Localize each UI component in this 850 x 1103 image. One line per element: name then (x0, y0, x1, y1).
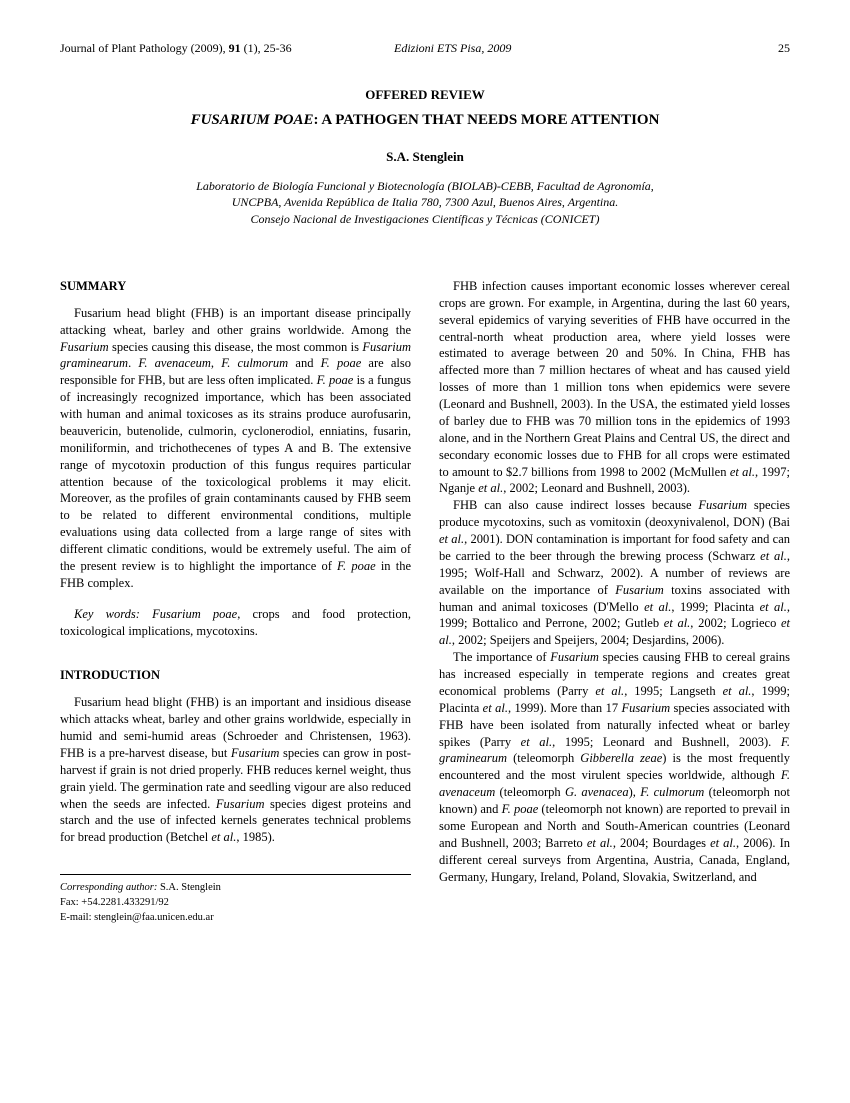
affiliation-line-3: Consejo Nacional de Investigaciones Cien… (60, 211, 790, 228)
title-species: FUSARIUM POAE (191, 112, 314, 128)
corr-label: Corresponding author: (60, 882, 157, 893)
review-type-label: OFFERED REVIEW (60, 86, 790, 104)
corr-name: S.A. Stenglein (157, 882, 221, 893)
title-rest: : A PATHOGEN THAT NEEDS MORE ATTENTION (314, 112, 660, 128)
journal-name: Journal of Plant Pathology (2009), (60, 41, 229, 55)
col2-paragraph-2: FHB can also cause indirect losses becau… (439, 497, 790, 649)
issue-pages: (1), 25-36 (241, 41, 292, 55)
publisher: Edizioni ETS Pisa, 2009 (394, 40, 778, 56)
running-header: Journal of Plant Pathology (2009), 91 (1… (60, 40, 790, 56)
col2-paragraph-3: The importance of Fusarium species causi… (439, 649, 790, 885)
page-number: 25 (778, 40, 790, 56)
summary-paragraph: Fusarium head blight (FHB) is an importa… (60, 305, 411, 592)
author-affiliation: Laboratorio de Biología Funcional y Biot… (60, 178, 790, 228)
volume: 91 (229, 41, 241, 55)
keywords: Key words: Fusarium poae, crops and food… (60, 606, 411, 640)
journal-citation: Journal of Plant Pathology (2009), 91 (1… (60, 40, 444, 56)
affiliation-line-2: UNCPBA, Avenida República de Italia 780,… (60, 194, 790, 211)
body-columns: SUMMARY Fusarium head blight (FHB) is an… (60, 278, 790, 925)
author-name: S.A. Stenglein (60, 148, 790, 166)
corr-email: E-mail: stenglein@faa.unicen.edu.ar (60, 911, 411, 926)
introduction-heading: INTRODUCTION (60, 667, 411, 684)
summary-heading: SUMMARY (60, 278, 411, 295)
affiliation-line-1: Laboratorio de Biología Funcional y Biot… (60, 178, 790, 195)
left-column: SUMMARY Fusarium head blight (FHB) is an… (60, 278, 411, 925)
col2-paragraph-1: FHB infection causes important economic … (439, 278, 790, 497)
right-column: FHB infection causes important economic … (439, 278, 790, 925)
keywords-label: Key words: Fusarium poae (74, 607, 237, 621)
intro-paragraph: Fusarium head blight (FHB) is an importa… (60, 694, 411, 846)
corr-fax: Fax: +54.2281.433291/92 (60, 896, 411, 911)
corresponding-author-box: Corresponding author: S.A. Stenglein Fax… (60, 874, 411, 925)
corr-author-line: Corresponding author: S.A. Stenglein (60, 881, 411, 896)
article-title: FUSARIUM POAE: A PATHOGEN THAT NEEDS MOR… (60, 110, 790, 130)
